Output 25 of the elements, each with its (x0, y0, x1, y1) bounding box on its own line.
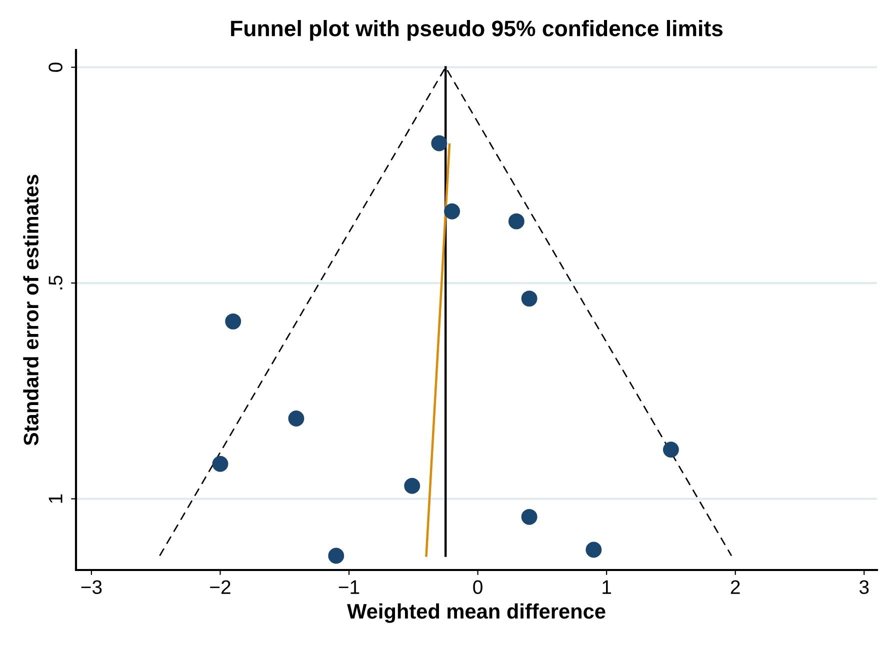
x-tick-label: −2 (210, 580, 230, 594)
y-tick-label: 1 (48, 494, 62, 503)
x-tick-label: 3 (859, 580, 869, 594)
point (212, 456, 228, 472)
point (431, 135, 448, 152)
point (444, 203, 460, 220)
point (521, 508, 538, 525)
y-axis-title: Standard error of estimates (23, 174, 38, 446)
point (508, 213, 524, 230)
x-tick-label: 2 (730, 580, 740, 594)
point (288, 410, 304, 427)
y-tick-label: .5 (48, 276, 62, 290)
x-tick-label: −1 (338, 580, 360, 594)
point (404, 478, 420, 494)
x-tick-label: 1 (602, 580, 612, 594)
x-tick-label: 0 (473, 580, 482, 594)
chart-title: Funnel plot with pseudo 95% confidence limits (231, 20, 723, 41)
x-axis-title: Weighted mean difference (347, 603, 606, 623)
point (662, 442, 679, 458)
point (586, 542, 602, 558)
point (225, 313, 242, 330)
point (328, 548, 344, 564)
point (521, 290, 538, 307)
y-tick-label: 0 (48, 62, 62, 72)
x-tick-label: −3 (81, 580, 102, 594)
